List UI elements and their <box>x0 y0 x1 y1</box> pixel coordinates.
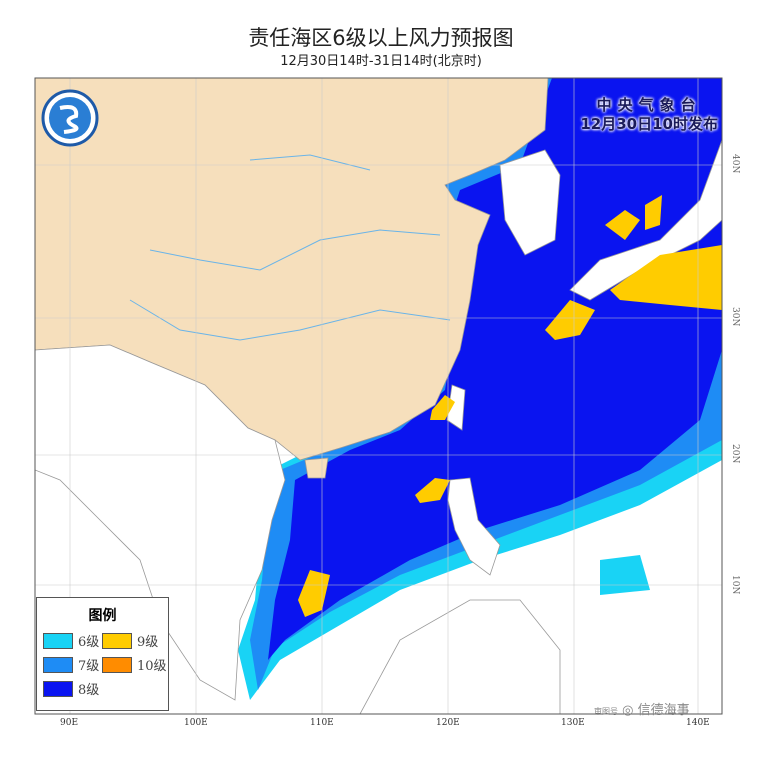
cma-logo-icon <box>41 89 99 147</box>
watermark: 审图号 ◎ 信德海事 <box>594 703 690 718</box>
borneo-land <box>359 599 561 714</box>
lat-tick: 20N <box>730 444 740 464</box>
lon-tick: 100E <box>184 718 208 728</box>
legend-title: 图例 <box>88 608 117 624</box>
lat-tick: 10N <box>730 575 740 595</box>
legend-item-9: 9级 <box>102 631 158 650</box>
legend: 图例 6级 7级 8级 9级 10级 <box>36 597 169 711</box>
hainan-land <box>304 457 329 479</box>
philippines-land <box>447 477 501 576</box>
map-subtitle: 12月30日14时-31日14时(北京时) <box>280 54 482 69</box>
lat-tick: 40N <box>730 154 740 174</box>
legend-item-10: 10级 <box>102 655 167 674</box>
issuer-block: 中央气象台 12月30日10时发布 <box>580 96 718 134</box>
issuer-org: 中央气象台 <box>596 96 702 114</box>
legend-item-7: 7级 <box>43 655 99 674</box>
lon-tick: 130E <box>561 718 585 728</box>
legend-item-8: 8级 <box>43 679 99 698</box>
lon-tick: 120E <box>436 718 460 728</box>
map-title: 责任海区6级以上风力预报图 <box>248 26 514 50</box>
korea-land <box>499 149 561 256</box>
lon-tick: 90E <box>60 718 79 728</box>
lon-tick: 140E <box>686 718 710 728</box>
legend-item-6: 6级 <box>43 631 99 650</box>
issue-time: 12月30日10时发布 <box>580 115 718 133</box>
japan-land <box>569 139 722 301</box>
graticule <box>35 78 722 714</box>
lat-tick: 30N <box>730 307 740 327</box>
lon-tick: 110E <box>310 718 334 728</box>
map-frame <box>34 77 723 715</box>
